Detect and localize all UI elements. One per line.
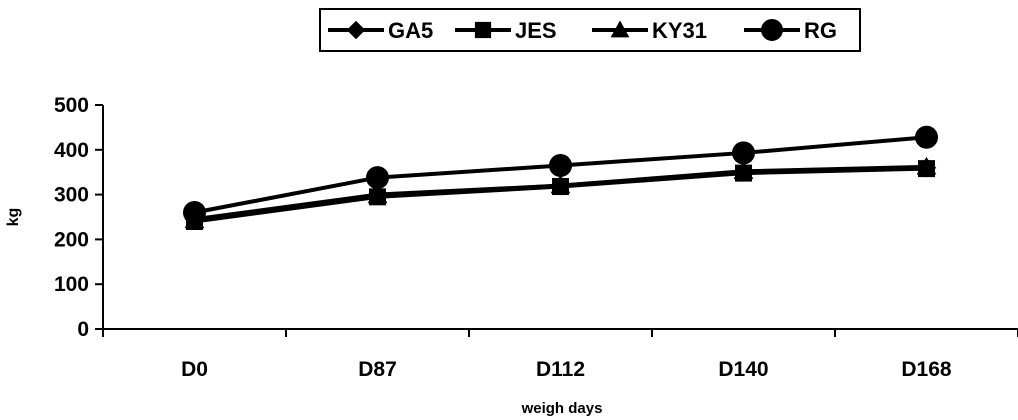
data-point-ky31 — [916, 156, 937, 175]
y-tick-label: 0 — [77, 318, 89, 341]
legend-marker-square — [474, 21, 492, 39]
y-axis-label: kg — [5, 208, 22, 227]
data-point-rg — [549, 153, 572, 177]
legend-label: JES — [515, 18, 557, 43]
legend: GA5 JES KY31 RG — [319, 8, 861, 52]
y-tick-label: 100 — [54, 273, 89, 296]
data-point-rg — [366, 166, 389, 190]
axes — [102, 105, 1018, 330]
data-point-ky31 — [733, 161, 754, 180]
y-tick-label: 300 — [54, 184, 89, 207]
x-tick-label: D168 — [901, 358, 952, 381]
x-tick-label: D0 — [181, 358, 208, 381]
legend-item-jes: JES — [455, 18, 557, 43]
data-point-ky31 — [550, 175, 571, 194]
y-tick-label: 400 — [54, 139, 89, 162]
x-axis-label: weigh days — [521, 400, 603, 417]
data-point-ky31 — [367, 185, 388, 204]
x-tick-label: D112 — [536, 358, 585, 381]
x-axis-ticks: D0 D87 D112 D140 D168 — [102, 329, 1018, 381]
legend-item-rg: RG — [744, 18, 837, 43]
legend-marker-triangle — [610, 20, 630, 38]
legend-label: RG — [804, 18, 837, 43]
series-layer — [183, 125, 938, 230]
series-rg — [183, 125, 938, 225]
legend-marker-diamond — [346, 20, 366, 40]
legend-item-ga5: GA5 — [328, 18, 433, 43]
series-ky31 — [184, 156, 937, 229]
legend-item-ky31: KY31 — [592, 18, 707, 43]
y-tick-label: 500 — [54, 94, 89, 117]
x-tick-label: D87 — [358, 358, 397, 381]
data-point-rg — [183, 201, 206, 225]
data-point-rg — [915, 125, 938, 149]
x-tick-label: D140 — [718, 358, 768, 381]
y-tick-label: 200 — [54, 228, 89, 251]
legend-marker-circle — [761, 19, 783, 41]
legend-label: GA5 — [388, 18, 433, 43]
legend-label: KY31 — [652, 18, 707, 43]
data-point-rg — [732, 141, 755, 165]
y-axis-ticks: 0 100 200 300 400 500 — [54, 94, 103, 341]
